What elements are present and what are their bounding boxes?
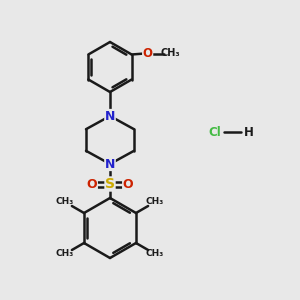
Text: O: O [143, 47, 153, 60]
Text: O: O [123, 178, 133, 190]
Text: CH₃: CH₃ [146, 197, 164, 206]
Text: CH₃: CH₃ [56, 197, 74, 206]
Text: N: N [105, 158, 115, 170]
Text: N: N [105, 110, 115, 122]
Text: CH₃: CH₃ [56, 250, 74, 259]
Text: O: O [87, 178, 97, 190]
Text: S: S [105, 177, 115, 191]
Text: CH₃: CH₃ [146, 250, 164, 259]
Text: CH₃: CH₃ [161, 49, 181, 58]
Text: H: H [244, 125, 254, 139]
Text: Cl: Cl [208, 125, 221, 139]
